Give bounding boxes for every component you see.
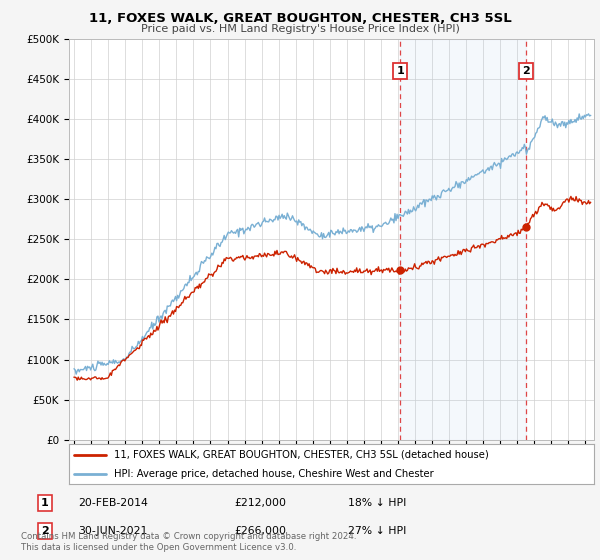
Text: Price paid vs. HM Land Registry's House Price Index (HPI): Price paid vs. HM Land Registry's House … (140, 24, 460, 34)
Text: 18% ↓ HPI: 18% ↓ HPI (348, 498, 406, 508)
Text: £212,000: £212,000 (234, 498, 286, 508)
Text: 1: 1 (397, 66, 404, 76)
Text: Contains HM Land Registry data © Crown copyright and database right 2024.
This d: Contains HM Land Registry data © Crown c… (21, 532, 356, 552)
Text: 27% ↓ HPI: 27% ↓ HPI (348, 526, 406, 536)
Text: 11, FOXES WALK, GREAT BOUGHTON, CHESTER, CH3 5SL: 11, FOXES WALK, GREAT BOUGHTON, CHESTER,… (89, 12, 511, 25)
Bar (400, 39, 526, 440)
Text: £266,000: £266,000 (234, 526, 286, 536)
Text: 2: 2 (522, 66, 530, 76)
Text: HPI: Average price, detached house, Cheshire West and Chester: HPI: Average price, detached house, Ches… (113, 469, 433, 478)
Text: 2: 2 (41, 526, 49, 536)
Text: 11, FOXES WALK, GREAT BOUGHTON, CHESTER, CH3 5SL (detached house): 11, FOXES WALK, GREAT BOUGHTON, CHESTER,… (113, 450, 488, 460)
Text: 1: 1 (41, 498, 49, 508)
Text: 30-JUN-2021: 30-JUN-2021 (78, 526, 148, 536)
Text: 20-FEB-2014: 20-FEB-2014 (78, 498, 148, 508)
